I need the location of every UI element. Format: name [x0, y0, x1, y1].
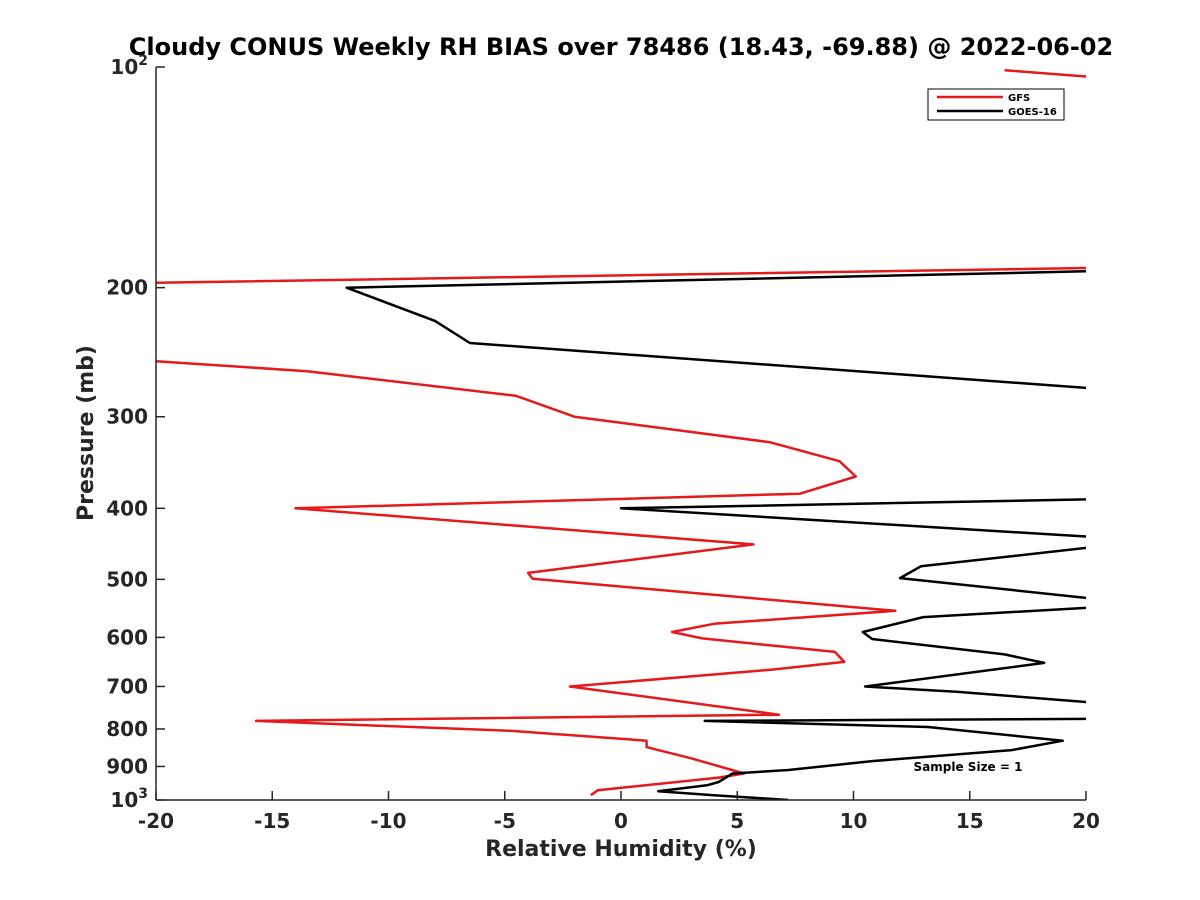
legend: GFS GOES-16: [927, 88, 1065, 121]
legend-box: [927, 88, 1065, 121]
y-tick-label: 800: [106, 717, 148, 741]
chart-title: Cloudy CONUS Weekly RH BIAS over 78486 (…: [129, 33, 1113, 61]
x-ticks: -20 -15 -10 -5 0 5 10 15 20: [138, 791, 1100, 833]
x-tick-label: -20: [138, 809, 174, 833]
y-tick-label: 900: [106, 754, 148, 778]
sample-size-annotation: Sample Size = 1: [914, 760, 1023, 774]
x-tick-label: -10: [370, 809, 406, 833]
y-axis-label: Pressure (mb): [74, 345, 99, 521]
y-ticks: 102 200 300 400 500 600 700 800 900 103: [106, 53, 165, 812]
y-tick-label: 103: [110, 786, 148, 812]
legend-label-gfs: GFS: [1008, 93, 1030, 104]
x-tick-label: -15: [254, 809, 290, 833]
x-tick-label: 20: [1072, 809, 1100, 833]
y-tick-label: 102: [110, 53, 148, 79]
y-tick-label: 200: [106, 276, 148, 300]
x-tick-label: 5: [730, 809, 744, 833]
x-tick-label: -5: [494, 809, 516, 833]
series-line-goes-16: [345, 270, 1086, 800]
y-tick-label: 300: [106, 405, 148, 429]
x-tick-label: 0: [614, 809, 628, 833]
series-line-gfs: [156, 68, 1086, 797]
y-tick-label: 600: [106, 625, 148, 649]
y-tick-label: 500: [106, 567, 148, 591]
series-layer: [156, 68, 1086, 800]
legend-label-goes16: GOES-16: [1008, 107, 1057, 118]
y-tick-label: 700: [106, 674, 148, 698]
x-tick-label: 15: [956, 809, 984, 833]
y-tick-label: 400: [106, 496, 148, 520]
x-axis-label: Relative Humidity (%): [485, 837, 757, 862]
x-tick-label: 10: [840, 809, 868, 833]
